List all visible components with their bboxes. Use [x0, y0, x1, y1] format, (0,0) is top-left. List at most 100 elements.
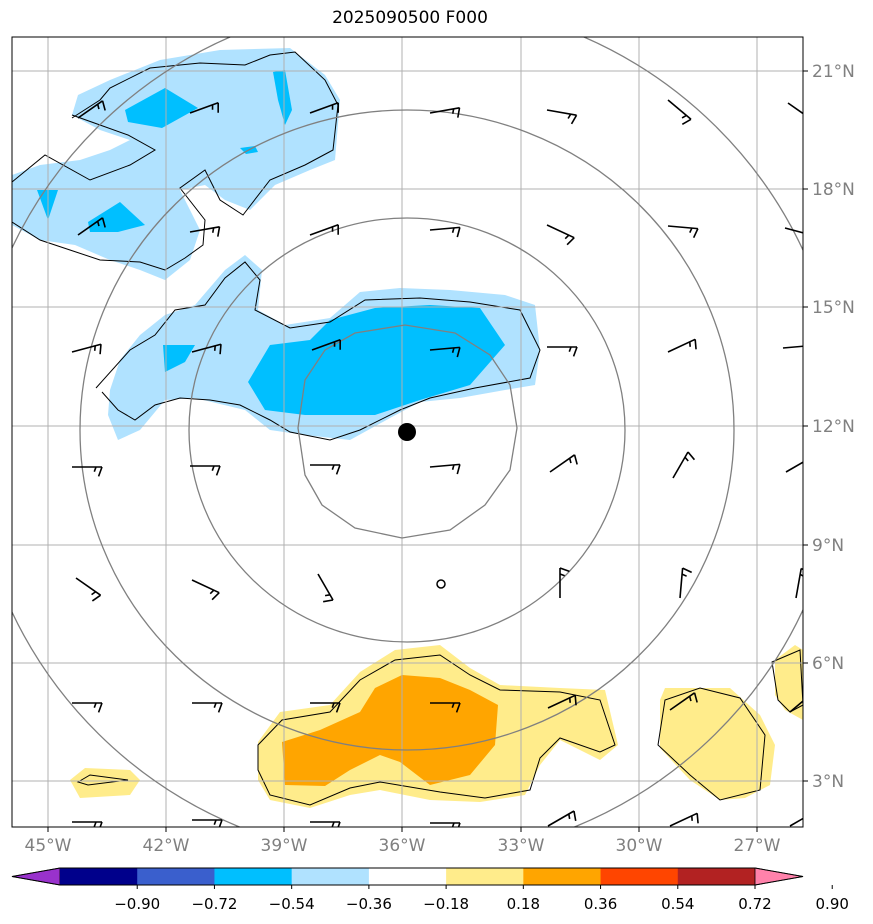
wind-barb	[72, 702, 103, 713]
wind-barb	[192, 702, 223, 713]
colorbar-tick-label: 0.36	[584, 895, 617, 913]
wind-barb	[669, 692, 698, 711]
latitude-label: 6°N	[812, 654, 844, 674]
longitude-labels: 45°W 42°W 39°W 36°W 33°W 30°W 27°W	[25, 827, 781, 856]
wind-barb	[77, 100, 106, 119]
wind-barb	[430, 822, 461, 827]
wind-barb	[430, 702, 461, 713]
latitude-label: 21°N	[812, 62, 855, 82]
wind-barbs	[71, 99, 803, 827]
latitude-label: 12°N	[812, 417, 855, 437]
colorbar-tick-label: −0.72	[191, 895, 237, 913]
wind-barb	[784, 227, 803, 234]
longitude-label: 30°W	[616, 836, 663, 856]
strong-negative-anomaly	[273, 70, 292, 125]
colorbar-tick-label: 0.54	[661, 895, 694, 913]
wind-barb	[189, 226, 221, 237]
wind-barb	[310, 702, 341, 713]
colorbar-tick-label: 0.72	[738, 895, 771, 913]
map-frame	[11, 36, 804, 828]
wind-barb	[549, 454, 578, 473]
wind-barb	[190, 465, 221, 476]
wind-barb	[787, 102, 803, 115]
strong-negative-anomaly	[163, 345, 195, 372]
wind-barb	[546, 109, 578, 125]
wind-barb	[310, 464, 341, 475]
wind-barb	[429, 463, 461, 475]
wind-barb	[309, 101, 339, 114]
colorbar-tick-label: 0.18	[507, 895, 540, 913]
colorbar-extend-min	[11, 867, 61, 886]
colorbar	[11, 867, 804, 886]
colorbar-segment	[137, 868, 215, 885]
wind-barb	[547, 694, 577, 709]
colorbar-segment	[600, 868, 679, 885]
colorbar-tick-label: −0.36	[346, 895, 392, 913]
colorbar-tick-label: 0.90	[816, 895, 849, 913]
strong-negative-anomaly	[88, 202, 145, 232]
colorbar-tick-labels: −0.90 −0.72 −0.54 −0.36 −0.18 0.18 0.36 0.54 0.7…	[114, 885, 849, 913]
wind-barb	[191, 343, 222, 355]
longitude-label: 33°W	[498, 836, 545, 856]
wind-barb	[789, 817, 803, 827]
wind-barb	[71, 343, 102, 355]
calm-wind-marker	[436, 579, 446, 589]
wind-barb	[672, 451, 696, 479]
wind-barb	[311, 338, 341, 351]
latitude-label: 15°N	[812, 298, 855, 318]
range-ring	[297, 324, 518, 539]
wind-barb	[191, 579, 220, 601]
colorbar-extend-max	[754, 867, 804, 886]
latitude-labels: 21°N 18°N 15°N 12°N 9°N 6°N 3°N	[803, 62, 855, 792]
strong-negative-anomaly	[248, 305, 505, 415]
wind-barb	[547, 810, 577, 827]
wind-barb	[189, 101, 219, 114]
longitude-label: 42°W	[143, 836, 190, 856]
longitude-label: 45°W	[25, 836, 72, 856]
range-ring	[188, 217, 626, 643]
latitude-label: 3°N	[812, 772, 844, 792]
positive-anomaly-region	[775, 645, 803, 720]
map-title: 2025090500 F000	[332, 8, 488, 28]
wind-barb	[192, 819, 223, 827]
colorbar-segment	[214, 868, 293, 885]
colorbar-tick-label: −0.54	[269, 895, 315, 913]
colorbar-segment	[446, 868, 524, 885]
wind-barb	[546, 224, 575, 246]
latitude-label: 18°N	[812, 180, 855, 200]
wind-barb	[667, 99, 692, 125]
strong-negative-anomaly	[125, 88, 198, 128]
wind-barb	[789, 700, 803, 713]
wind-barb	[429, 346, 461, 358]
wind-barb	[75, 577, 102, 602]
wind-barb	[559, 567, 570, 598]
colorbar-segment	[677, 868, 756, 885]
wind-barb	[429, 107, 461, 118]
colorbar-segment	[60, 868, 138, 885]
wind-barb	[667, 225, 699, 239]
wind-barb	[547, 346, 578, 357]
wind-barb	[669, 812, 699, 827]
wind-barb	[785, 461, 803, 473]
colorbar-tick-label: −0.90	[114, 895, 160, 913]
longitude-label: 36°W	[379, 836, 426, 856]
colorbar-segment	[368, 868, 447, 885]
positive-anomaly-region	[660, 688, 775, 800]
latitude-label: 9°N	[812, 536, 844, 556]
wind-barb	[309, 223, 339, 236]
longitude-label: 39°W	[261, 836, 308, 856]
wind-barb	[782, 345, 803, 349]
contour-outlines	[12, 51, 803, 806]
wind-barb	[429, 226, 461, 238]
range-ring	[79, 109, 735, 751]
wind-barb	[77, 217, 106, 236]
range-rings	[12, 37, 803, 827]
storm-center-marker[interactable]	[398, 423, 416, 441]
colorbar-segment	[291, 868, 370, 885]
wind-barb	[679, 567, 693, 599]
wind-barb	[72, 466, 103, 477]
colorbar-tick-label: −0.18	[423, 895, 469, 913]
longitude-label: 27°W	[734, 836, 781, 856]
colorbar-segment	[523, 868, 602, 885]
